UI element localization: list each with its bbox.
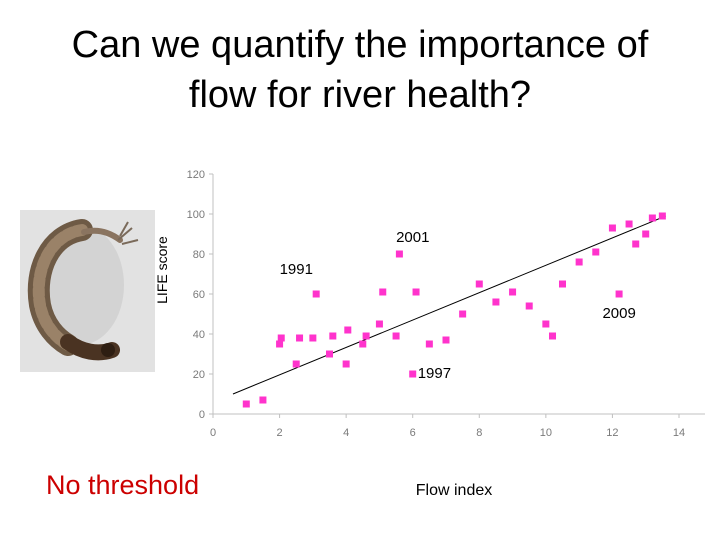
regression-line (232, 215, 666, 395)
data-points (242, 212, 666, 408)
data-point (409, 370, 417, 378)
data-point (559, 280, 566, 288)
data-point (326, 350, 333, 358)
chart-ticks: 0 20 40 60 80 100 120 0 2 4 6 8 10 12 14 (187, 169, 685, 439)
y-tick-label: 40 (193, 329, 205, 341)
no-threshold-caption: No threshold (46, 470, 200, 500)
data-point (475, 280, 483, 288)
x-tick-label: 14 (673, 427, 685, 439)
year-annotations: 2001 1991 2009 1997 (280, 229, 636, 382)
data-point (658, 212, 666, 220)
chart-axes (212, 174, 705, 415)
slide-title-line-1: Can we quantify the importance of (71, 24, 649, 66)
year-annotation: 2009 (602, 305, 635, 322)
x-tick-label: 8 (476, 427, 482, 439)
data-point (632, 240, 640, 248)
data-point (259, 396, 267, 404)
y-tick-label: 0 (199, 409, 205, 421)
data-point (615, 290, 623, 298)
year-annotation: 1997 (418, 365, 451, 382)
y-tick-label: 60 (193, 289, 205, 301)
data-point (625, 220, 633, 228)
data-point (312, 290, 320, 298)
data-point (575, 258, 583, 266)
data-point (549, 332, 557, 340)
data-point (292, 360, 300, 368)
data-point (608, 224, 616, 232)
x-axis-label: Flow index (415, 482, 493, 499)
data-point (492, 298, 500, 306)
data-point (642, 230, 650, 238)
data-point (525, 302, 533, 310)
year-annotation: 2001 (396, 229, 429, 246)
data-point (329, 332, 337, 340)
x-tick-label: 4 (343, 427, 349, 439)
data-point (242, 400, 250, 408)
year-annotation: 1991 (280, 261, 313, 278)
data-point (276, 340, 284, 348)
data-point (296, 334, 304, 342)
x-tick-label: 2 (277, 427, 283, 439)
data-point (379, 288, 387, 296)
x-tick-label: 10 (540, 427, 552, 439)
data-point (442, 336, 450, 344)
data-point (459, 310, 467, 318)
data-point (509, 288, 517, 296)
trend-line (232, 215, 666, 395)
data-point (425, 340, 433, 348)
data-point (344, 326, 352, 334)
y-tick-label: 100 (187, 209, 205, 221)
data-point (648, 214, 656, 222)
y-tick-label: 120 (187, 169, 205, 181)
y-tick-label: 80 (193, 249, 205, 261)
data-point (392, 332, 400, 340)
data-point (277, 334, 285, 342)
x-tick-label: 12 (606, 427, 618, 439)
data-point (362, 332, 370, 340)
slide-title: Can we quantify the importance of flow f… (0, 20, 720, 120)
y-tick-label: 20 (193, 369, 205, 381)
x-tick-label: 0 (210, 427, 216, 439)
data-point (309, 334, 317, 342)
slide-title-line-2: flow for river health? (188, 74, 532, 116)
x-tick-label: 6 (410, 427, 416, 439)
data-point (375, 320, 383, 328)
data-point (412, 288, 420, 296)
data-point (592, 248, 600, 256)
data-point (359, 340, 367, 348)
insect-larva-photo (20, 210, 155, 372)
y-axis-label: LIFE score (154, 236, 170, 304)
data-point (342, 360, 350, 368)
data-point (395, 250, 403, 258)
data-point (542, 320, 550, 328)
